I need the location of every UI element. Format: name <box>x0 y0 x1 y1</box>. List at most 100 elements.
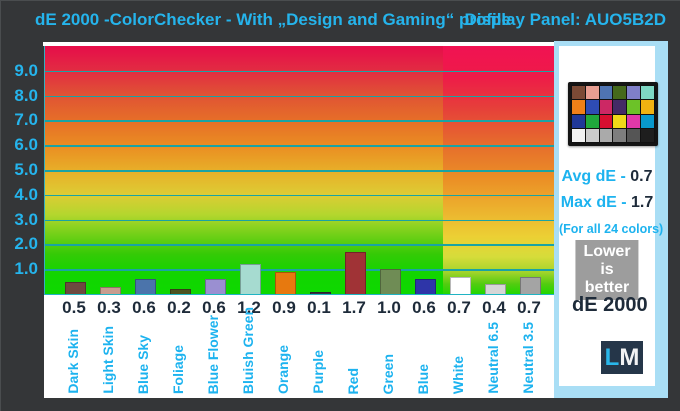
value-label-blue: 0.6 <box>412 298 436 317</box>
category-label-foliage: Foliage <box>170 344 186 394</box>
colorchecker-swatch-r3c1 <box>572 114 585 128</box>
max-de-stat: Max dE - 1.7 <box>559 194 655 212</box>
chart-title: dE 2000 -ColorChecker - With „Design and… <box>35 10 511 29</box>
category-label-red: Red <box>345 367 361 394</box>
y-tick-8.0: 8.0 <box>14 85 38 105</box>
bar-neutral-3-5 <box>519 276 541 294</box>
value-label-bluish-green: 1.2 <box>237 298 261 317</box>
bar-blue-flower <box>204 279 226 294</box>
colorchecker-swatch-r4c2 <box>585 128 599 142</box>
colorchecker-swatch-r3c5 <box>627 114 641 128</box>
bar-green <box>379 269 401 294</box>
gridline-4.0 <box>45 194 554 197</box>
gridline-3.0 <box>45 219 554 222</box>
bar-bluish-green <box>239 264 261 294</box>
value-label-dark-skin: 0.5 <box>62 298 86 317</box>
value-label-purple: 0.1 <box>307 298 331 317</box>
colorchecker-swatch-r4c3 <box>599 128 613 142</box>
value-label-light-skin: 0.3 <box>97 298 121 317</box>
plot-area <box>44 46 555 295</box>
sidebar: Avg dE - 0.7 Max dE - 1.7 (For all 24 co… <box>554 41 668 398</box>
avg-de-value: 0.7 <box>630 168 653 185</box>
category-label-white: White <box>450 355 466 394</box>
category-label-neutral-6-5: Neutral 6.5 <box>485 322 501 394</box>
y-tick-4.0: 4.0 <box>14 184 38 204</box>
gridline-1.0 <box>45 269 554 271</box>
y-tick-3.0: 3.0 <box>14 209 38 229</box>
colorchecker-swatch-r4c1 <box>572 128 585 142</box>
gridline-7.0 <box>45 120 554 122</box>
y-tick-2.0: 2.0 <box>14 234 38 254</box>
category-label-orange: Orange <box>275 344 291 394</box>
y-tick-1.0: 1.0 <box>14 259 38 279</box>
colorchecker-swatch-r3c2 <box>585 114 599 128</box>
colorchecker-swatch-r2c2 <box>585 100 599 114</box>
avg-de-stat: Avg dE - 0.7 <box>559 168 655 186</box>
y-tick-5.0: 5.0 <box>14 160 38 179</box>
value-label-orange: 0.9 <box>272 298 296 317</box>
category-label-blue: Blue <box>415 363 431 394</box>
gridline-6.0 <box>45 145 554 147</box>
bar-dark-skin <box>64 281 86 294</box>
colorchecker-swatch-r3c3 <box>599 114 613 128</box>
category-label-purple: Purple <box>310 350 326 394</box>
colorchecker-image <box>568 82 658 146</box>
colorchecker-swatch-r4c4 <box>613 128 627 142</box>
badge-line1: Lower is <box>583 243 631 278</box>
colorchecker-swatch-r1c3 <box>599 86 613 100</box>
avg-de-label: Avg dE - <box>561 168 631 185</box>
bar-white <box>449 276 471 294</box>
category-label-dark-skin: Dark Skin <box>65 329 81 394</box>
gridline-5.0 <box>45 170 554 172</box>
value-label-white: 0.7 <box>447 298 471 317</box>
lm-logo-m: M <box>619 343 640 371</box>
category-label-green: Green <box>380 353 396 394</box>
bar-foliage <box>169 289 191 294</box>
colorchecker-swatch-r1c5 <box>627 86 641 100</box>
colorchecker-swatch-r3c4 <box>613 114 627 128</box>
sidebar-panel: Avg dE - 0.7 Max dE - 1.7 (For all 24 co… <box>559 46 664 386</box>
colors-count-note: (For all 24 colors) <box>559 222 664 236</box>
colorchecker-swatch-r2c6 <box>641 100 654 114</box>
category-label-blue-flower: Blue Flower <box>205 314 221 394</box>
value-label-foliage: 0.2 <box>167 298 191 317</box>
colorchecker-swatch-r1c2 <box>585 86 599 100</box>
colorchecker-swatch-r1c4 <box>613 86 627 100</box>
colorchecker-swatch-r4c6 <box>641 128 654 142</box>
gridline-2.0 <box>45 244 554 246</box>
colorchecker-swatch-r3c6 <box>641 114 654 128</box>
max-de-label: Max dE - <box>560 194 631 211</box>
category-label-neutral-3-5: Neutral 3.5 <box>520 322 536 394</box>
category-label-light-skin: Light Skin <box>100 326 116 394</box>
value-label-blue-flower: 0.6 <box>202 298 226 317</box>
value-label-neutral-3-5: 0.7 <box>517 298 541 317</box>
colorchecker-swatch-r1c1 <box>572 86 585 100</box>
value-label-neutral-6-5: 0.4 <box>482 298 506 317</box>
bar-blue <box>414 279 436 294</box>
value-label-green: 1.0 <box>377 298 401 317</box>
y-tick-6.0: 6.0 <box>14 135 38 155</box>
colorchecker-swatch-r2c5 <box>627 100 641 114</box>
badge-line2: better <box>584 278 630 296</box>
bar-light-skin <box>99 286 121 294</box>
max-de-value: 1.7 <box>630 194 654 211</box>
value-label-blue-sky: 0.6 <box>132 298 156 317</box>
category-label-bluish-green: Bluish Green <box>240 306 256 394</box>
gridline-9.0 <box>45 70 554 73</box>
bar-blue-sky <box>134 279 156 294</box>
bar-neutral-6-5 <box>484 284 506 294</box>
bar-red <box>344 251 366 294</box>
colorchecker-swatch-r1c6 <box>641 86 654 100</box>
colorchecker-swatch-r2c1 <box>572 100 585 114</box>
bar-orange <box>274 271 296 294</box>
y-tick-9.0: 9.0 <box>14 60 38 80</box>
lower-is-better-badge: Lower is better <box>575 240 639 300</box>
category-label-blue-sky: Blue Sky <box>135 334 151 394</box>
colorchecker-swatch-r2c4 <box>613 100 627 114</box>
bar-purple <box>309 291 331 294</box>
plot-top-border <box>43 42 554 46</box>
colorchecker-swatch-r4c5 <box>627 128 641 142</box>
gridline-8.0 <box>45 95 554 98</box>
